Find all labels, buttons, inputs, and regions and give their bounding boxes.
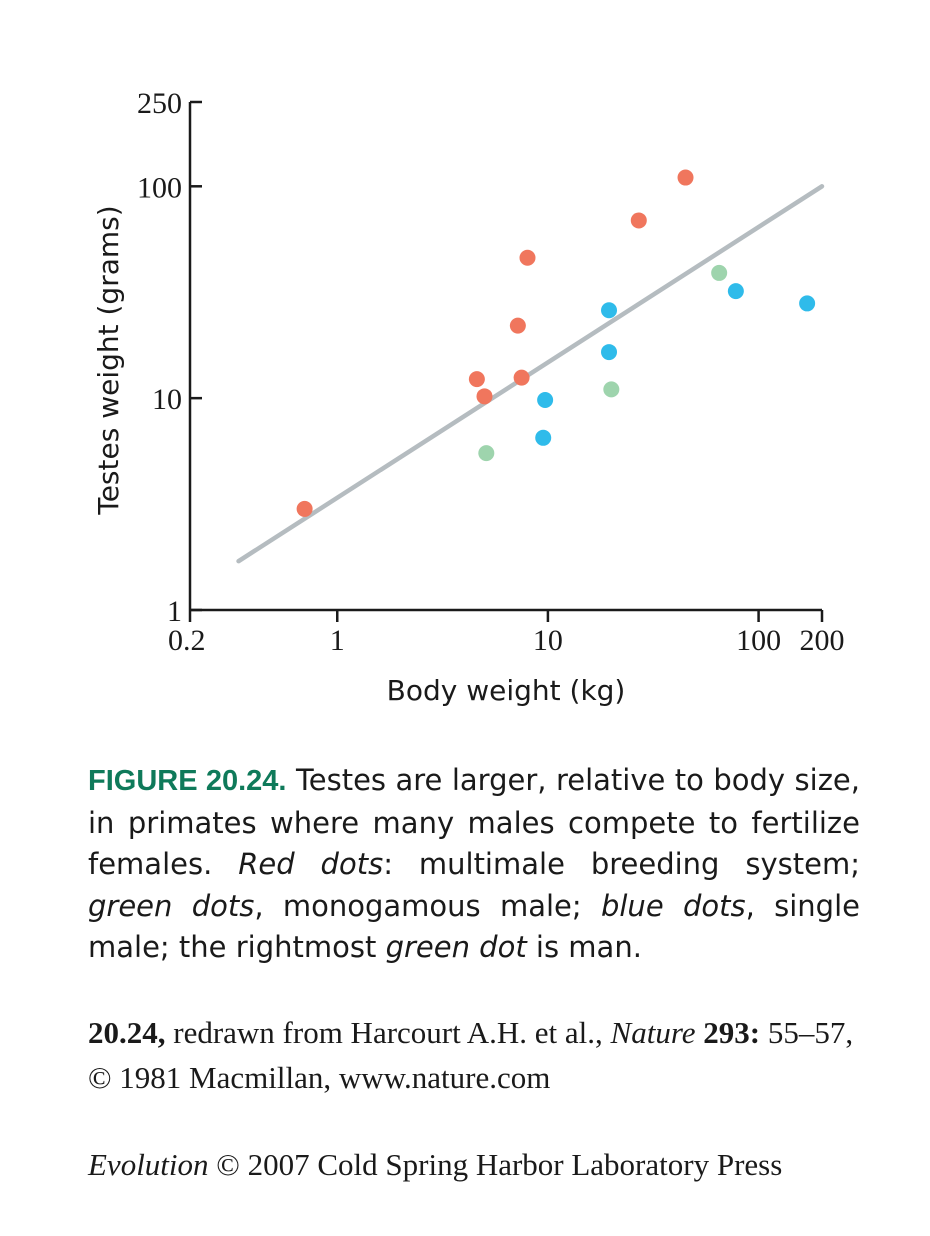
data-point-red (509, 317, 526, 334)
copyright-line: Evolution © 2007 Cold Spring Harbor Labo… (88, 1142, 888, 1187)
y-axis-title: Testes weight (grams) (92, 205, 125, 515)
data-point-red (476, 388, 493, 405)
credit-journal: Nature (610, 1015, 696, 1050)
y-ticks: 1 10 100 250 (137, 87, 202, 628)
x-tick-label: 0.2 (168, 624, 206, 657)
data-point-green (478, 445, 495, 462)
figure-label: FIGURE 20.24. (88, 765, 287, 797)
y-tick-label: 10 (152, 383, 182, 416)
caption-green-label: green dots (88, 888, 255, 923)
copyright-book-title: Evolution (88, 1147, 209, 1182)
credit-text-1: redrawn from Harcourt A.H. et al., (165, 1015, 611, 1050)
caption-text-2: : multimale breeding system; (383, 847, 860, 881)
regression-line (236, 184, 825, 564)
caption-red-label: Red dots (238, 847, 384, 881)
data-point-red (630, 212, 647, 229)
copyright-text: © 2007 Cold Spring Harbor Laboratory Pre… (208, 1147, 783, 1182)
data-point-green (711, 264, 728, 281)
y-tick-label: 250 (137, 87, 182, 120)
data-point-red (519, 249, 536, 266)
data-point-blue (799, 295, 816, 312)
x-tick-label: 10 (533, 624, 563, 657)
data-point-green (603, 381, 620, 398)
caption-green-dot-label: green dot (385, 930, 527, 964)
data-point-red (513, 369, 530, 386)
caption-text-3: , monogamous male; (254, 888, 601, 923)
data-point-blue (727, 283, 744, 300)
caption-text-4: , single male; the rightmost (88, 888, 860, 965)
data-point-blue (601, 344, 618, 361)
data-point-blue (535, 429, 552, 446)
data-point-blue (601, 302, 618, 319)
caption-text-5: is man. (526, 930, 642, 964)
source-credit: 20.24, redrawn from Harcourt A.H. et al.… (88, 1010, 868, 1100)
credit-volume: 293: (695, 1015, 761, 1050)
x-tick-label: 100 (736, 624, 781, 657)
x-tick-label: 200 (800, 624, 845, 657)
data-point-red (677, 169, 694, 186)
x-axis-title: Body weight (kg) (387, 674, 626, 707)
data-point-red (296, 500, 313, 517)
y-tick-label: 1 (167, 595, 182, 628)
credit-text-2: 55–57, © 1981 Macmillan, www.nature.com (88, 1015, 854, 1095)
caption-text-1: Testes are larger, relative to body size… (88, 763, 860, 881)
data-points (296, 169, 816, 517)
y-tick-label: 100 (137, 171, 182, 204)
credit-figure-number: 20.24, (88, 1015, 166, 1050)
data-point-blue (537, 392, 554, 409)
data-point-red (468, 371, 485, 388)
x-ticks: 0.2 1 10 100 200 (168, 610, 845, 657)
caption-blue-label: blue dots (600, 888, 746, 923)
figure-caption: FIGURE 20.24. Testes are larger, relativ… (88, 760, 860, 969)
x-tick-label: 1 (330, 624, 345, 657)
